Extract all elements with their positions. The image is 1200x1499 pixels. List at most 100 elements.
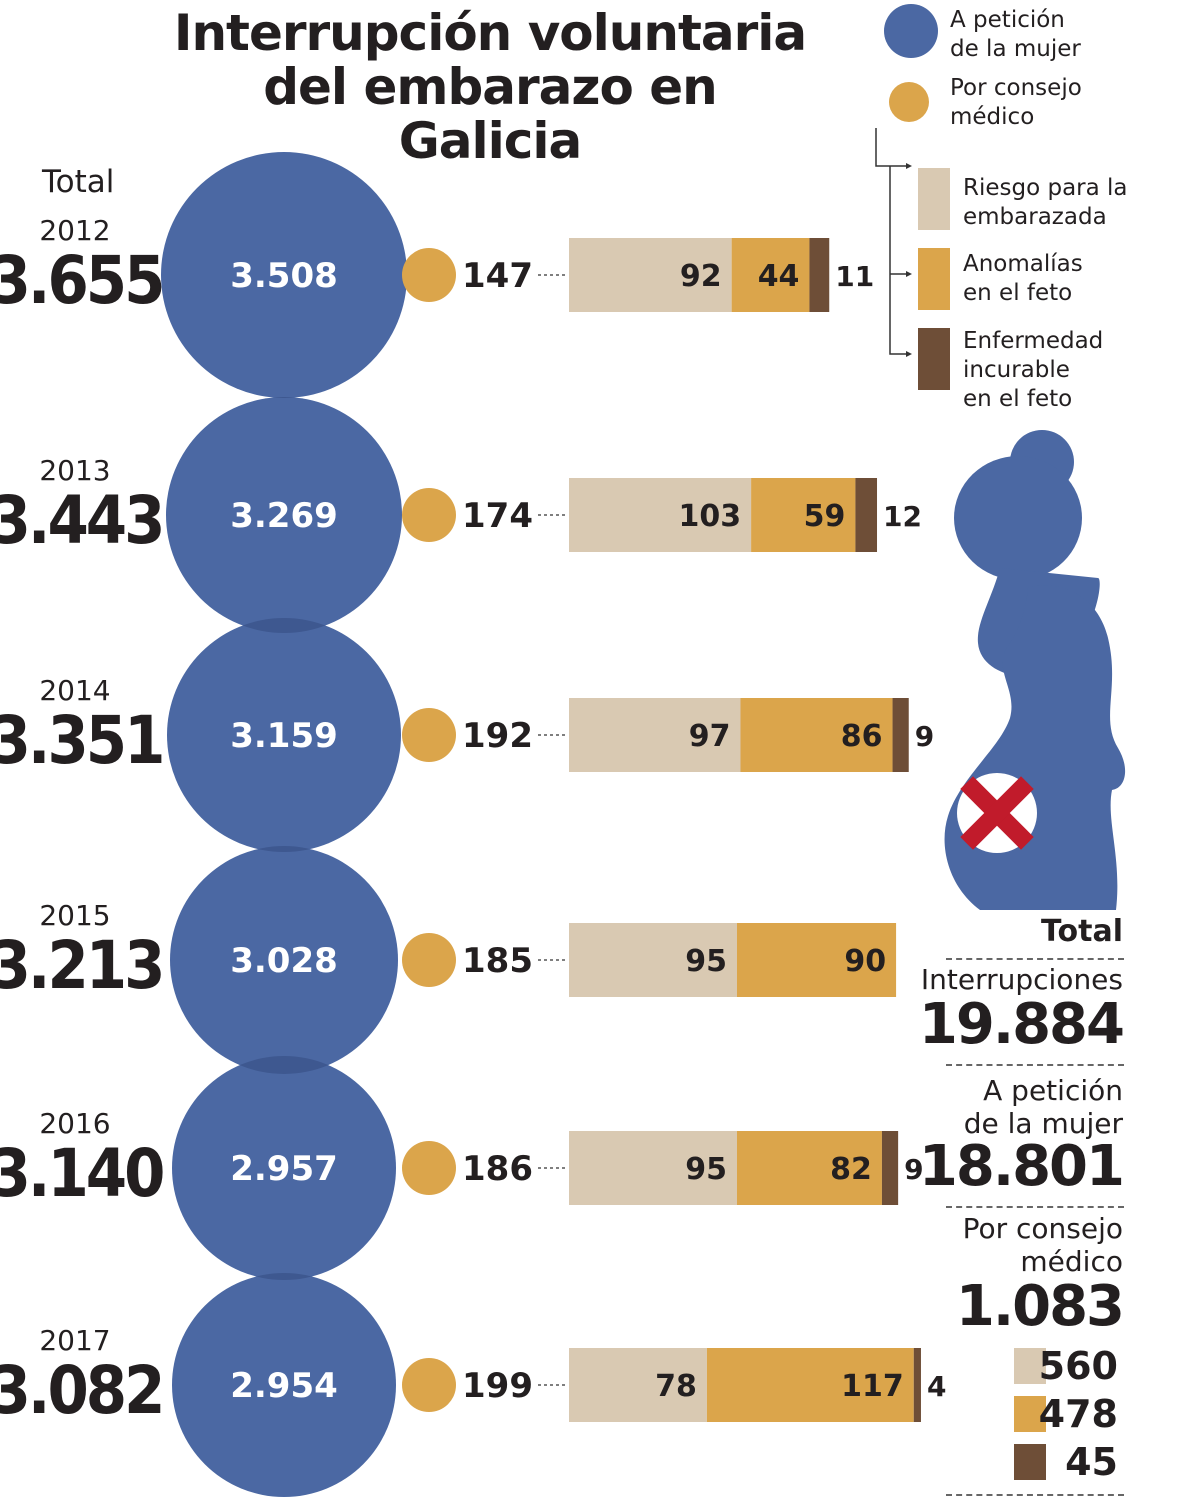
summary-women-label: A petición de la mujer [963,1074,1123,1140]
summary-divider [946,1064,1124,1066]
summary-women-value: 18.801 [918,1134,1125,1199]
summary-divider [946,1494,1124,1496]
medical-circle [402,708,456,762]
anomaly-bar-label: 44 [758,259,800,294]
summary-medical-value: 1.083 [955,1274,1125,1339]
anomaly-bar [740,698,893,772]
summary-medical-label: Por consejo médico [962,1212,1123,1278]
medical-value: 192 [462,716,533,756]
anomaly-bar [706,1348,914,1422]
risk-bar [569,478,752,552]
year-label: 2015 [39,899,110,932]
women-request-circle [167,618,401,852]
medical-value: 186 [462,1149,533,1189]
pregnant-woman-icon [944,430,1126,910]
summary-divider [946,958,1124,960]
disease-bar [913,1348,921,1422]
anomaly-bar-label: 82 [830,1152,872,1187]
legend-blue-dot [884,4,938,58]
year-total-value: 3.655 [0,242,162,319]
legend-bracket [875,128,912,357]
total-label: Total [42,164,115,200]
disease-bar-label: 9 [915,720,934,753]
anomaly-bar-label: 90 [844,944,886,979]
disease-bar-label: 12 [883,500,922,533]
women-request-value: 2.954 [230,1366,338,1406]
legend-risk-swatch [918,168,950,230]
risk-bar-label: 103 [678,499,741,534]
risk-bar-label: 97 [689,719,731,754]
women-request-value: 3.159 [230,716,338,756]
legend-yellow-dot [889,82,929,122]
disease-bar [855,478,878,552]
summary-anomaly-value: 478 [1038,1392,1118,1436]
women-request-circle [161,152,407,398]
medical-value: 185 [462,941,533,981]
title-line-2: del embarazo en Galicia [263,58,718,170]
year-label: 2014 [39,674,110,707]
women-request-circle [172,1056,396,1280]
disease-bar-label: 9 [904,1153,923,1186]
medical-circle [402,933,456,987]
summary-disease-swatch [1014,1444,1046,1480]
medical-circle [402,1141,456,1195]
disease-bar [881,1131,899,1205]
women-request-value: 2.957 [230,1149,338,1189]
anomaly-bar-label: 59 [804,499,846,534]
risk-bar-label: 78 [655,1369,697,1404]
legend-women-label: A petición de la mujer [950,7,1081,62]
women-request-circle [170,846,398,1074]
women-request-circle [172,1273,396,1497]
medical-circle [402,488,456,542]
risk-bar [569,923,737,997]
risk-bar [569,698,741,772]
summary-divider [946,1206,1124,1208]
risk-bar-label: 95 [685,1152,727,1187]
anomaly-bar [736,923,897,997]
anomaly-bar-label: 117 [841,1369,904,1404]
summary-risk-swatch [1014,1348,1046,1384]
summary-interruptions-label: Interrupciones [920,963,1123,996]
legend-medical-label: Por consejo médico [950,75,1082,130]
medical-value: 174 [462,496,533,536]
risk-bar-label: 92 [680,259,722,294]
legend-disease-label: Enfermedad incurable en el feto [963,328,1104,412]
risk-bar [569,1348,707,1422]
summary-disease-value: 45 [1065,1440,1118,1484]
risk-bar [569,238,732,312]
year-total-value: 3.351 [0,702,162,779]
anomaly-bar [751,478,856,552]
year-total-value: 3.213 [0,927,162,1004]
legend-risk-label: Riesgo para la embarazada [963,175,1128,230]
year-total-value: 3.082 [0,1352,162,1429]
legend-anomaly-swatch [918,248,950,310]
medical-circle [402,248,456,302]
year-label: 2016 [39,1107,110,1140]
women-request-value: 3.508 [230,256,338,296]
medical-value: 147 [462,256,533,296]
summary-risk-value: 560 [1038,1344,1118,1388]
women-request-circle [166,397,402,633]
year-label: 2013 [39,454,110,487]
anomaly-bar [731,238,810,312]
risk-bar [569,1131,737,1205]
year-label: 2017 [39,1324,110,1357]
year-total-value: 3.443 [0,482,162,559]
medical-value: 199 [462,1366,533,1406]
legend-disease-swatch [918,328,950,390]
anomaly-bar [736,1131,882,1205]
summary-head: Total [1041,914,1123,949]
medical-circle [402,1358,456,1412]
women-request-value: 3.269 [230,496,338,536]
women-request-value: 3.028 [230,941,338,981]
disease-bar-label: 4 [927,1370,946,1403]
year-label: 2012 [39,214,110,247]
anomaly-bar-label: 86 [841,719,883,754]
title-line-1: Interrupción voluntaria [173,4,807,62]
year-total-value: 3.140 [0,1135,163,1212]
risk-bar-label: 95 [685,944,727,979]
summary-anomaly-swatch [1014,1396,1046,1432]
disease-bar-label: 11 [835,260,874,293]
chart-title: Interrupción voluntaria del embarazo en … [170,6,810,168]
